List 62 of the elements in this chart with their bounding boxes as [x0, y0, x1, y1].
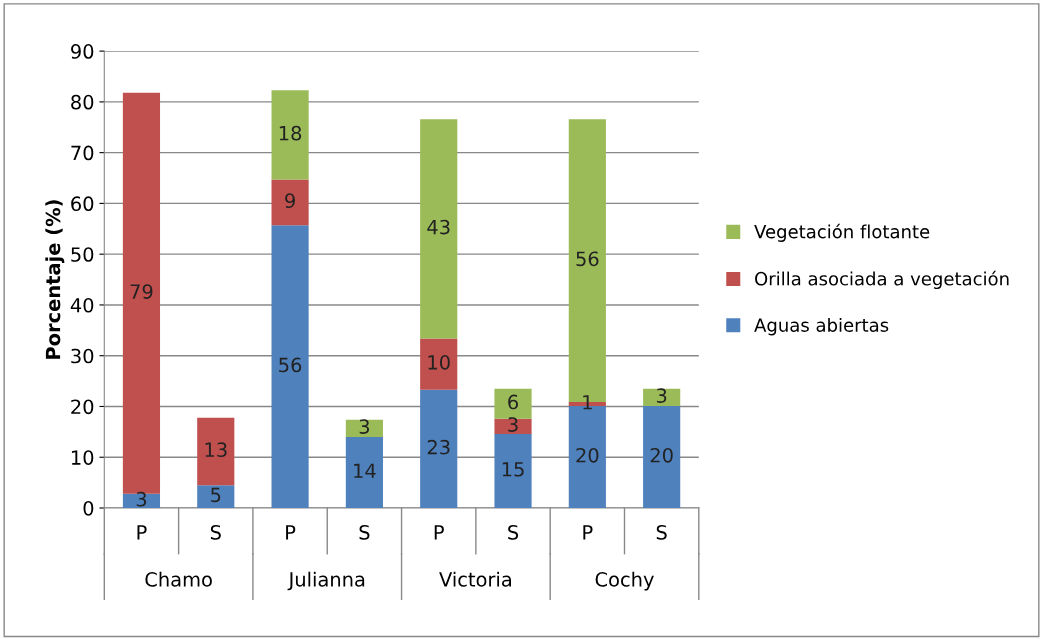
- data-label: 3: [656, 388, 667, 403]
- legend-label: Aguas abiertas: [754, 317, 889, 336]
- data-label: 6: [508, 394, 518, 410]
- bar: [271, 225, 309, 508]
- bar: [643, 388, 681, 406]
- data-label: 18: [279, 125, 302, 141]
- y-axis-title: Porcentaje (%): [45, 200, 65, 359]
- bar: [271, 90, 309, 180]
- y-tick-label: 80: [71, 94, 94, 110]
- bar: [345, 419, 383, 437]
- data-label: 23: [427, 439, 450, 455]
- data-label: 9: [285, 193, 295, 209]
- y-tick-label: 40: [70, 297, 94, 313]
- legend-label: Orilla asociada a vegetación: [755, 270, 1009, 290]
- bar: [643, 405, 681, 508]
- data-label: 1: [583, 395, 592, 410]
- data-label: 15: [502, 462, 524, 477]
- text: Victoria: [439, 571, 511, 587]
- data-label: 20: [576, 447, 599, 463]
- text: Julianna: [287, 571, 365, 591]
- y-tick-label: 30: [71, 348, 94, 364]
- bar: [271, 179, 309, 226]
- y-tick-label: 0: [83, 500, 94, 516]
- x-tick-label: S: [210, 525, 221, 540]
- data-label: 10: [428, 355, 450, 370]
- data-label: 14: [354, 463, 376, 478]
- data-label: 56: [576, 251, 599, 267]
- x-tick-label: S: [359, 525, 370, 540]
- bar: [494, 433, 532, 508]
- y-tick-label: 90: [71, 44, 94, 59]
- bar: [420, 389, 458, 508]
- x-tick-label: P: [434, 525, 444, 540]
- x-tick-label: P: [583, 525, 593, 540]
- data-label: 13: [205, 442, 227, 458]
- x-tick-label: S: [656, 525, 667, 540]
- data-label: 5: [211, 487, 221, 503]
- bar: [420, 338, 458, 390]
- bar: [494, 418, 532, 434]
- bar: [122, 493, 161, 508]
- y-tick-label: 10: [71, 450, 94, 465]
- bar: [494, 388, 532, 419]
- bar: [345, 436, 383, 508]
- data-label: 3: [508, 417, 518, 432]
- text: Chamo: [145, 571, 212, 587]
- x-tick-label: P: [137, 525, 147, 540]
- x-tick-label: S: [508, 525, 519, 540]
- y-tick-label: 20: [71, 399, 94, 415]
- data-label: 79: [130, 284, 153, 299]
- data-label: 43: [427, 219, 450, 235]
- bar: [197, 417, 235, 486]
- data-label: 20: [650, 447, 673, 463]
- y-tick-label: 70: [71, 145, 94, 161]
- bar: [197, 485, 235, 508]
- y-tick-label: 60: [71, 196, 94, 212]
- y-tick-label: 50: [71, 247, 94, 262]
- data-label: 56: [279, 357, 302, 373]
- x-tick-label: P: [286, 525, 296, 540]
- data-label: 3: [359, 419, 370, 434]
- legend-label: Vegetación flotante: [754, 223, 930, 242]
- text: Cochy: [595, 571, 654, 591]
- data-label: 3: [136, 491, 147, 507]
- bar: [420, 119, 458, 339]
